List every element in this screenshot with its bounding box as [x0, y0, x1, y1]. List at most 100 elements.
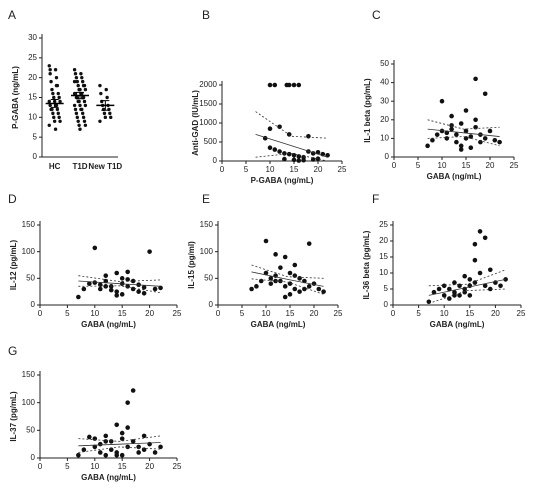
dot: [76, 83, 80, 88]
dot: [105, 95, 109, 100]
point: [301, 157, 306, 163]
point: [136, 289, 141, 294]
point: [463, 108, 469, 113]
y-tick-label: 100: [22, 398, 36, 407]
point: [498, 283, 503, 289]
dot: [81, 111, 85, 116]
point: [291, 82, 297, 88]
dot: [73, 72, 78, 76]
y-axis-label: P-GABA (ng/mL): [11, 66, 20, 129]
point: [97, 441, 103, 447]
point: [114, 452, 120, 458]
dot: [52, 119, 57, 124]
point: [92, 444, 98, 450]
error-bar: [50, 98, 59, 108]
dot: [54, 75, 59, 80]
y-axis-label: IL-15 (pg/ml): [187, 241, 196, 289]
point: [482, 91, 488, 97]
fit-line: [428, 279, 506, 296]
y-axis-label: IL-12 (pg/mL): [9, 240, 18, 291]
point: [103, 433, 109, 439]
y-tick-label: 1500: [199, 99, 217, 108]
point: [482, 136, 488, 141]
y-tick-label: 1000: [199, 118, 217, 127]
dot: [48, 103, 52, 108]
error-bar: [76, 91, 84, 100]
dot: [54, 83, 59, 88]
dot: [72, 103, 77, 108]
point: [130, 286, 136, 292]
dot: [83, 87, 88, 92]
point: [310, 157, 316, 162]
point: [477, 229, 483, 234]
x-tick-label: 0: [216, 309, 221, 318]
x-tick-label: 5: [416, 161, 421, 170]
point: [302, 286, 307, 292]
dot: [78, 87, 82, 92]
x-tick-label: HC: [49, 162, 61, 171]
dot: [50, 107, 54, 112]
fit-line: [78, 280, 161, 287]
point: [108, 287, 114, 293]
ci-upper: [428, 269, 506, 287]
dot: [48, 68, 52, 72]
dot: [47, 64, 51, 68]
point: [321, 289, 326, 294]
point: [449, 123, 454, 128]
fit-line: [427, 128, 500, 137]
y-tick-label: 25: [28, 53, 37, 62]
point: [467, 277, 473, 282]
point: [125, 277, 130, 282]
point: [487, 286, 493, 292]
ci-lower: [428, 288, 506, 304]
y-axis-label: IL-1 beta (pg/mL): [363, 78, 372, 143]
point: [97, 450, 103, 455]
dot: [53, 68, 58, 72]
point: [291, 157, 297, 163]
point: [441, 293, 447, 298]
y-tick-label: 15: [379, 252, 388, 261]
y-tick-label: 0: [209, 300, 214, 309]
point: [292, 273, 298, 278]
point: [119, 292, 125, 297]
dot: [83, 103, 88, 108]
point: [158, 285, 163, 291]
y-axis-label: IL-36 beta (pg/mL): [362, 230, 371, 299]
x-axis-label: P-GABA (ng/mL): [251, 176, 314, 185]
point: [141, 290, 147, 296]
point: [277, 149, 282, 154]
y-tick-label: 0: [213, 156, 218, 165]
point: [92, 280, 98, 285]
point: [141, 285, 147, 290]
point: [426, 299, 432, 305]
point: [452, 289, 457, 295]
y-tick-label: 0: [31, 453, 36, 462]
x-tick-label: 10: [90, 462, 99, 471]
point: [263, 238, 269, 244]
y-tick-label: 150: [200, 220, 214, 229]
point: [97, 286, 103, 292]
dot: [52, 95, 56, 100]
point: [477, 270, 483, 276]
x-tick-label: 0: [220, 165, 225, 174]
dot: [102, 111, 107, 116]
point: [306, 284, 312, 289]
x-tick-label: New T1D: [88, 162, 122, 171]
point: [76, 294, 81, 300]
dot: [103, 115, 108, 120]
point: [141, 433, 147, 439]
point: [452, 280, 457, 285]
dot: [78, 127, 82, 131]
point: [292, 286, 298, 292]
point: [249, 286, 254, 292]
point: [130, 278, 136, 284]
point: [267, 145, 273, 150]
x-tick-label: 15: [465, 309, 474, 318]
x-axis-label: GABA (ng/mL): [427, 172, 482, 181]
point: [458, 143, 464, 149]
point: [492, 137, 498, 143]
x-tick-label: 0: [391, 309, 396, 318]
x-tick-label: 10: [262, 309, 271, 318]
dot: [81, 115, 86, 120]
